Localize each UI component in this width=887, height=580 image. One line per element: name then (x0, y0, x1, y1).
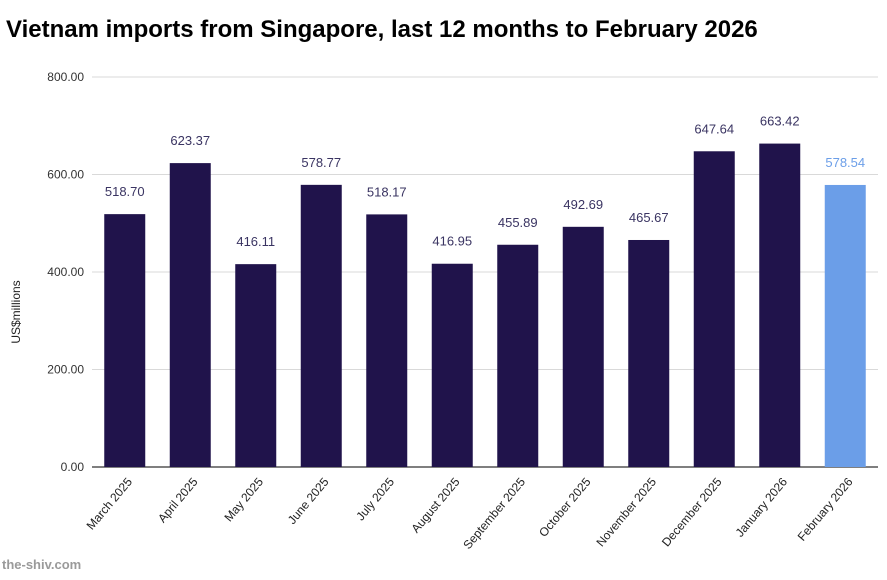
bar (824, 184, 866, 468)
x-tick-label: September 2025 (460, 475, 528, 552)
bar (366, 214, 408, 467)
y-tick-label: 600.00 (47, 168, 84, 182)
data-label: 416.95 (432, 234, 472, 249)
x-tick-label: November 2025 (593, 475, 659, 550)
x-tick-label: August 2025 (409, 475, 463, 536)
data-label: 518.17 (367, 184, 407, 199)
x-tick-label: March 2025 (84, 475, 136, 533)
y-tick-label: 200.00 (47, 363, 84, 377)
x-tick-label: April 2025 (155, 475, 201, 526)
bar (169, 163, 211, 468)
bar (759, 143, 801, 467)
y-tick-label: 0.00 (61, 460, 85, 474)
data-label: 663.42 (760, 114, 800, 129)
y-axis-label: US$millions (9, 280, 23, 343)
data-label: 416.11 (236, 234, 275, 249)
data-label: 518.70 (105, 184, 145, 199)
bar (300, 184, 342, 468)
data-label: 578.77 (301, 155, 341, 170)
data-label: 647.64 (694, 121, 734, 136)
data-label: 455.89 (498, 215, 538, 230)
x-tick-label: May 2025 (221, 475, 266, 525)
data-label: 465.67 (629, 210, 669, 225)
bar (431, 263, 473, 467)
chart-title: Vietnam imports from Singapore, last 12 … (6, 16, 758, 43)
x-tick-label: February 2026 (795, 475, 856, 544)
data-label: 623.37 (170, 133, 210, 148)
y-tick-label: 400.00 (47, 265, 84, 279)
bar (628, 239, 670, 467)
x-tick-label: October 2025 (536, 475, 594, 540)
x-tick-label: June 2025 (285, 475, 332, 527)
bar (497, 244, 539, 467)
y-tick-label: 800.00 (47, 70, 84, 84)
watermark: the-shiv.com (2, 557, 82, 572)
x-tick-label: January 2026 (733, 475, 791, 540)
bar (693, 151, 735, 467)
data-label: 492.69 (563, 197, 603, 212)
x-tick-label: July 2025 (353, 475, 397, 524)
bar (562, 226, 604, 467)
bar (235, 264, 277, 467)
bar (104, 214, 146, 467)
x-tick-label: December 2025 (659, 475, 725, 550)
data-label: 578.54 (825, 155, 865, 170)
